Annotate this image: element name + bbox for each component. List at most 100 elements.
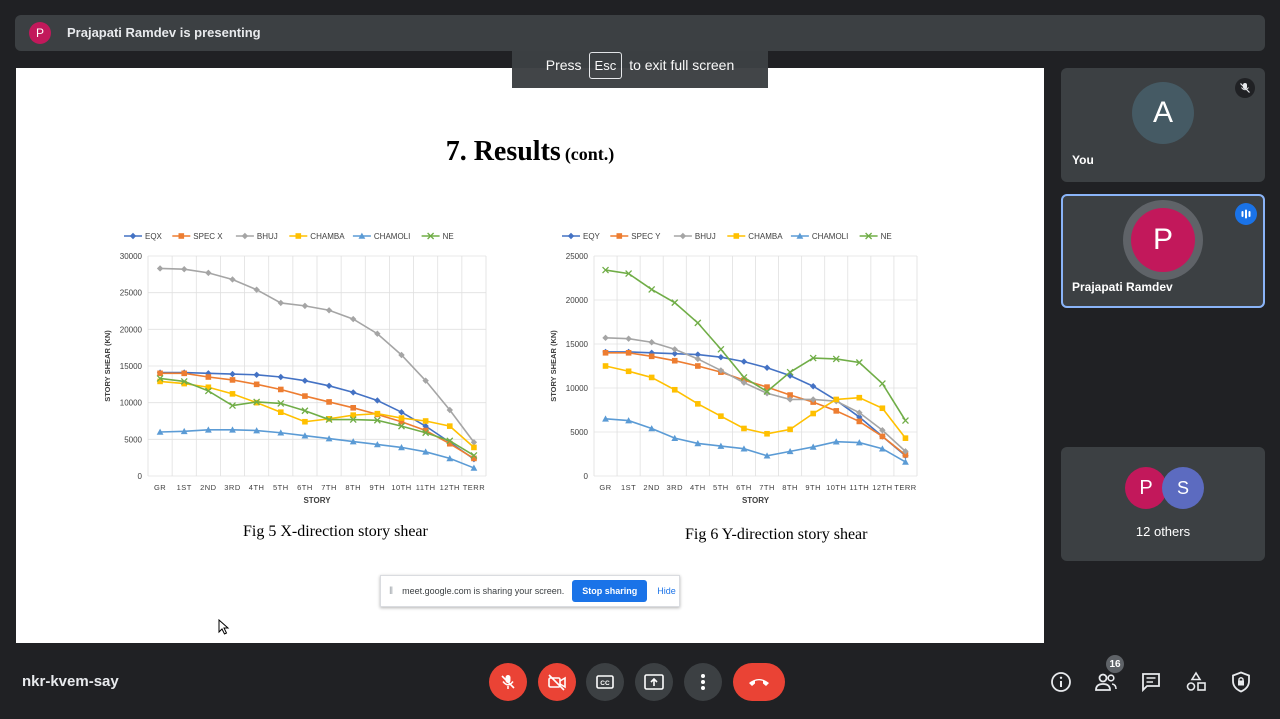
slide-title-main: 7. Results [445,136,561,167]
data-point [205,374,212,380]
legend-item: EQX [124,232,163,241]
activities-button[interactable] [1184,670,1208,694]
legend-label: EQX [145,232,163,241]
data-point [856,418,863,425]
data-point [787,426,793,433]
y-tick-label: 15000 [566,340,589,349]
participant-tile-others[interactable]: P S 12 others [1061,447,1265,561]
data-point [229,391,236,397]
data-point [902,435,909,441]
data-point [229,402,236,410]
data-point [809,396,817,403]
drag-grip-icon[interactable]: ‖ [389,585,394,597]
data-point [350,389,357,396]
toast-rest: to exit full screen [629,57,735,73]
participant-tile-you[interactable]: A You [1061,68,1265,182]
present-screen-button[interactable] [635,663,673,701]
data-point [181,370,188,377]
people-button[interactable] [1094,670,1118,694]
chart-y-direction-story-shear: 0 5000 10000 15000 20000 25000 GR 1ST 2ND 3RD 4TH 5… [549,232,918,505]
series-chamoli [156,426,478,471]
data-point [648,339,655,346]
data-point [253,398,261,406]
camera-toggle-button[interactable] [538,663,576,701]
avatar: P [1131,208,1195,272]
data-point [350,405,357,411]
microphone-toggle-button[interactable] [489,663,527,701]
legend-marker [241,232,249,240]
y-axis-label: STORY SHEAR (KN) [103,330,112,402]
chart-caption-fig5: Fig 5 X-direction story shear [243,523,428,540]
legend-label: CHAMBA [310,232,345,241]
legend-marker [567,232,575,240]
x-tick-label: 7TH [321,483,337,492]
data-point [422,427,429,434]
data-point [156,265,164,272]
data-point [625,270,633,278]
data-point [446,455,454,462]
data-point [902,452,909,458]
data-point [157,370,163,377]
leave-call-button[interactable] [733,663,785,701]
presenter-avatar: P [29,22,51,44]
data-point [325,307,333,314]
data-point [204,426,212,433]
data-point [373,441,381,448]
more-options-button[interactable] [684,663,722,701]
legend-marker [616,233,623,239]
captions-button[interactable]: CC [586,663,624,701]
legend-item: NE [859,232,892,241]
meeting-details-button[interactable] [1049,670,1073,694]
chat-button[interactable] [1139,670,1163,694]
data-point [326,399,332,405]
data-point [229,370,236,378]
y-tick-label: 20000 [120,325,143,334]
legend-marker [358,232,366,239]
data-point [374,397,381,404]
toast-press: Press [545,57,582,73]
series-line [160,371,475,460]
data-point [374,410,381,417]
data-point [470,439,478,446]
closed-captions-icon: CC [596,675,614,689]
data-point [764,384,770,390]
data-point [648,425,656,432]
data-point [763,364,771,371]
legend-marker [733,233,740,239]
series-line [160,372,475,460]
stop-sharing-button[interactable]: Stop sharing [572,580,648,602]
x-tick-label: 1ST [621,483,636,492]
legend-label: NE [881,232,892,241]
y-tick-label: 30000 [120,252,143,261]
host-controls-button[interactable] [1229,670,1253,694]
participant-tile-presenter[interactable]: P Prajapati Ramdev [1061,194,1265,308]
data-point [446,437,454,445]
data-point [301,377,309,384]
legend-item: CHAMBA [289,232,345,241]
x-tick-label: TERR [463,483,486,492]
series-line [605,351,906,457]
data-point [695,401,701,407]
data-point [832,438,840,445]
y-tick-label: 15000 [120,362,143,371]
legend-marker [129,232,137,240]
hide-button[interactable]: Hide [657,586,676,596]
avatar: A [1132,82,1194,144]
x-axis-label: STORY [742,496,770,505]
data-point [205,384,212,391]
data-point [229,377,236,383]
data-point [277,409,284,415]
data-point [301,407,309,415]
legend-label: CHAMOLI [812,232,848,241]
slide-title: 7. Results (cont.) [16,136,1044,168]
data-point [602,334,609,342]
data-point [422,418,429,424]
data-point [717,354,725,361]
data-point [694,351,702,358]
x-tick-label: 5TH [713,483,729,492]
meeting-code: nkr-kvem-say [22,673,119,690]
x-axis-label: STORY [303,496,331,505]
data-point [470,452,478,459]
data-point [786,368,794,376]
data-point [277,299,284,307]
